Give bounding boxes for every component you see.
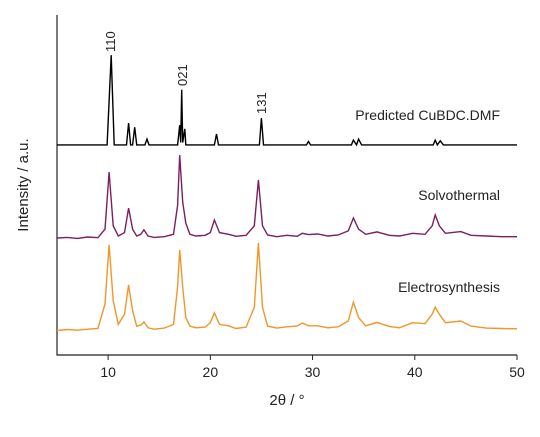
x-axis-label: 2θ / ° bbox=[269, 392, 304, 409]
x-tick-label: 10 bbox=[100, 364, 116, 380]
peak-label: 110 bbox=[103, 31, 118, 52]
series-label: Solvothermal bbox=[418, 187, 500, 203]
series-line bbox=[56, 155, 517, 240]
x-tick-label: 30 bbox=[305, 364, 321, 380]
peak-label: 131 bbox=[254, 92, 269, 114]
series-label: Predicted CuBDC.DMF bbox=[355, 107, 500, 123]
series-line bbox=[56, 243, 518, 332]
x-tick-label: 40 bbox=[407, 364, 423, 380]
y-axis-label: Intensity / a.u. bbox=[15, 138, 32, 231]
series-line bbox=[57, 55, 517, 147]
series-label: Electrosynthesis bbox=[398, 279, 500, 295]
x-tick-label: 50 bbox=[509, 364, 525, 380]
x-tick-label: 20 bbox=[203, 364, 219, 380]
peak-label: 021 bbox=[175, 64, 190, 86]
axes bbox=[56, 15, 517, 356]
